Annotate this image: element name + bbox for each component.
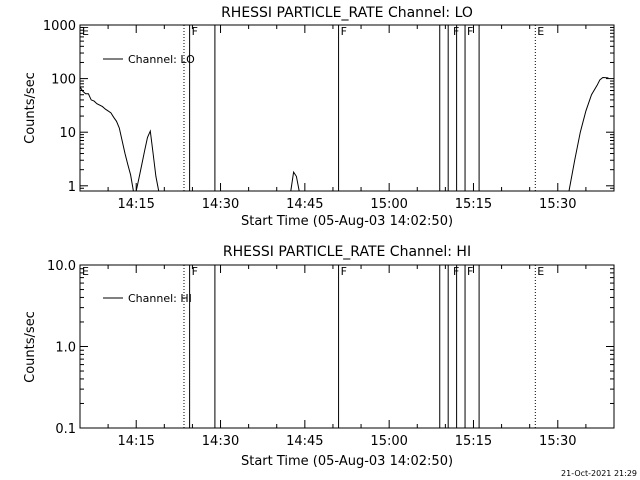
lo-event-label: F <box>192 25 198 38</box>
lo-series-line <box>290 170 300 192</box>
hi-legend: Channel: HI <box>103 292 192 305</box>
lo-y-tick-label: 10 <box>59 126 76 141</box>
lo-x-tick-label: 15:30 <box>539 197 576 212</box>
hi-y-axis-label: Counts/sec <box>23 311 38 383</box>
lo-y-tick-label: 1 <box>68 180 76 195</box>
hi-x-tick-label: 14:15 <box>117 434 154 449</box>
lo-series-line <box>79 86 162 192</box>
hi-legend-label: Channel: HI <box>128 292 192 305</box>
hi-event-label: F <box>453 265 459 278</box>
hi-x-tick-label: 14:45 <box>286 434 323 449</box>
lo-legend-label: Channel: LO <box>128 53 195 66</box>
hi-y-tick-label: 10.0 <box>47 259 76 274</box>
hi-x-axis-label: Start Time (05-Aug-03 14:02:50) <box>241 454 453 469</box>
lo-event-label: F <box>453 25 459 38</box>
hi-event-label: F <box>341 265 347 278</box>
lo-y-tick-label: 100 <box>51 73 76 88</box>
lo-event-label: F <box>341 25 347 38</box>
hi-x-tick-label: 15:00 <box>370 434 407 449</box>
footer-timestamp: 21-Oct-2021 21:29 <box>561 469 637 478</box>
hi-y-tick-label: 1.0 <box>55 341 76 356</box>
hi-event-label: F <box>192 265 198 278</box>
hi-channel-panel: RHESSI PARTICLE_RATE Channel: HI Counts/… <box>23 244 615 469</box>
lo-y-axis-label: Counts/sec <box>23 72 38 144</box>
lo-channel-panel: RHESSI PARTICLE_RATE Channel: LO Counts/… <box>23 5 615 229</box>
hi-y-tick-label: 0.1 <box>55 422 76 437</box>
lo-x-axis-label: Start Time (05-Aug-03 14:02:50) <box>241 214 453 229</box>
lo-event-label: E <box>82 25 89 38</box>
hi-event-label: F <box>467 265 473 278</box>
lo-series-line <box>568 76 609 192</box>
hi-chart-title: RHESSI PARTICLE_RATE Channel: HI <box>223 244 471 260</box>
lo-x-tick-label: 14:45 <box>286 197 323 212</box>
hi-x-tick-label: 15:15 <box>455 434 492 449</box>
lo-x-tick-label: 14:15 <box>117 197 154 212</box>
lo-x-tick-label: 15:00 <box>370 197 407 212</box>
lo-event-label: E <box>537 25 544 38</box>
hi-event-label: E <box>82 265 89 278</box>
lo-event-label: F <box>467 25 473 38</box>
lo-y-tick-label: 1000 <box>43 19 76 34</box>
lo-legend: Channel: LO <box>103 53 195 66</box>
lo-x-tick-label: 14:30 <box>202 197 239 212</box>
lo-plot-frame <box>79 24 615 192</box>
hi-plot-frame <box>79 264 615 429</box>
hi-x-tick-label: 15:30 <box>539 434 576 449</box>
hi-event-label: E <box>537 265 544 278</box>
lo-x-tick-label: 15:15 <box>455 197 492 212</box>
lo-chart-title: RHESSI PARTICLE_RATE Channel: LO <box>221 5 473 21</box>
hi-x-tick-label: 14:30 <box>202 434 239 449</box>
